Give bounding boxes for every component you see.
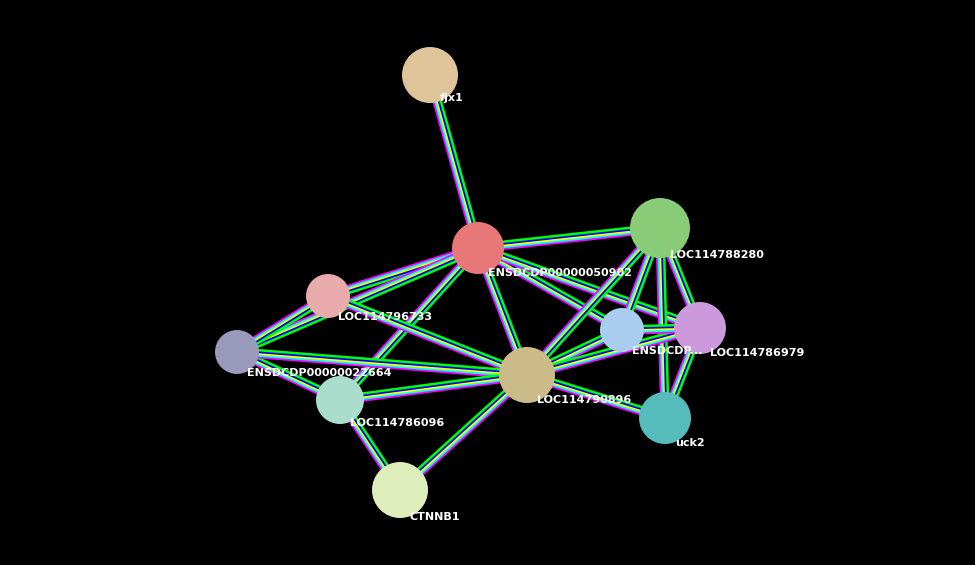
Circle shape (452, 222, 504, 274)
Text: CTNNB1: CTNNB1 (410, 512, 460, 522)
Circle shape (499, 347, 555, 403)
Text: LOC114786979: LOC114786979 (710, 348, 804, 358)
Text: LOC114790896: LOC114790896 (537, 395, 631, 405)
Circle shape (215, 330, 259, 374)
Text: ENSDCDP00000022664: ENSDCDP00000022664 (247, 368, 392, 378)
Circle shape (306, 274, 350, 318)
Text: LOC114788280: LOC114788280 (670, 250, 763, 260)
Text: LOC114796733: LOC114796733 (338, 312, 432, 322)
Text: LOC114786096: LOC114786096 (350, 418, 445, 428)
Circle shape (630, 198, 690, 258)
Circle shape (674, 302, 726, 354)
Circle shape (402, 47, 458, 103)
Circle shape (600, 308, 644, 352)
Text: ENSDCDP...: ENSDCDP... (632, 346, 702, 356)
Circle shape (639, 392, 691, 444)
Text: uck2: uck2 (675, 438, 705, 448)
Text: fjx1: fjx1 (440, 93, 464, 103)
Text: ENSDCDP00000050902: ENSDCDP00000050902 (488, 268, 632, 278)
Circle shape (372, 462, 428, 518)
Circle shape (316, 376, 364, 424)
